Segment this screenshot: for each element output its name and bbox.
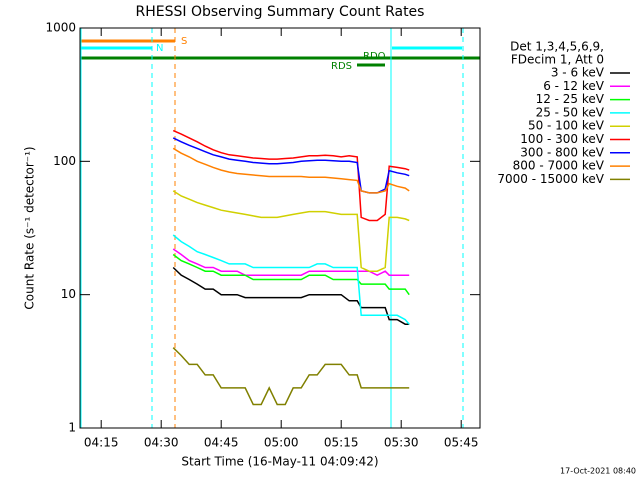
series-line: [172, 347, 410, 406]
series-line: [172, 248, 410, 277]
x-tick-label: 05:45: [444, 436, 479, 450]
legend-label: 6 - 12 keV: [543, 79, 605, 93]
series-line: [172, 234, 410, 325]
legend-label: 25 - 50 keV: [536, 105, 605, 119]
legend-label: 300 - 800 keV: [520, 145, 604, 159]
annotation: RDO: [363, 51, 386, 62]
x-tick-label: 05:00: [264, 436, 299, 450]
legend-header: FDecim 1, Att 0: [511, 53, 604, 67]
series-line: [172, 266, 410, 325]
y-tick-label: 10: [61, 287, 76, 301]
series-line: [172, 129, 410, 222]
series-line: [172, 253, 410, 296]
x-axis-label: Start Time (16-May-11 04:09:42): [181, 455, 378, 469]
y-tick-label: 100: [53, 154, 76, 168]
annotation: S: [181, 36, 187, 47]
annotation: N: [156, 43, 163, 54]
x-tick-label: 05:30: [384, 436, 419, 450]
x-tick-label: 05:15: [324, 436, 359, 450]
plot-frame: [79, 27, 481, 429]
legend-label: 100 - 300 keV: [520, 132, 604, 146]
series-line: [172, 190, 410, 272]
timestamp: 17-Oct-2021 08:40: [560, 467, 636, 476]
legend-label: 12 - 25 keV: [536, 92, 605, 106]
y-tick-label: 1000: [45, 21, 76, 35]
chart-title: RHESSI Observing Summary Count Rates: [136, 4, 425, 20]
legend-label: 800 - 7000 keV: [513, 159, 605, 173]
legend-header: Det 1,3,4,5,6,9,: [510, 40, 604, 54]
y-axis-label: Count Rate (s⁻¹ detector⁻¹): [23, 146, 37, 309]
x-tick-label: 04:45: [204, 436, 239, 450]
legend-label: 7000 - 15000 keV: [497, 172, 604, 186]
x-tick-label: 04:15: [84, 436, 119, 450]
series-line: [172, 147, 410, 194]
x-tick-label: 04:30: [144, 436, 179, 450]
y-tick-label: 1: [68, 421, 76, 435]
legend-label: 3 - 6 keV: [551, 66, 605, 80]
annotation: RDS: [331, 61, 352, 72]
legend-label: 50 - 100 keV: [528, 119, 605, 133]
